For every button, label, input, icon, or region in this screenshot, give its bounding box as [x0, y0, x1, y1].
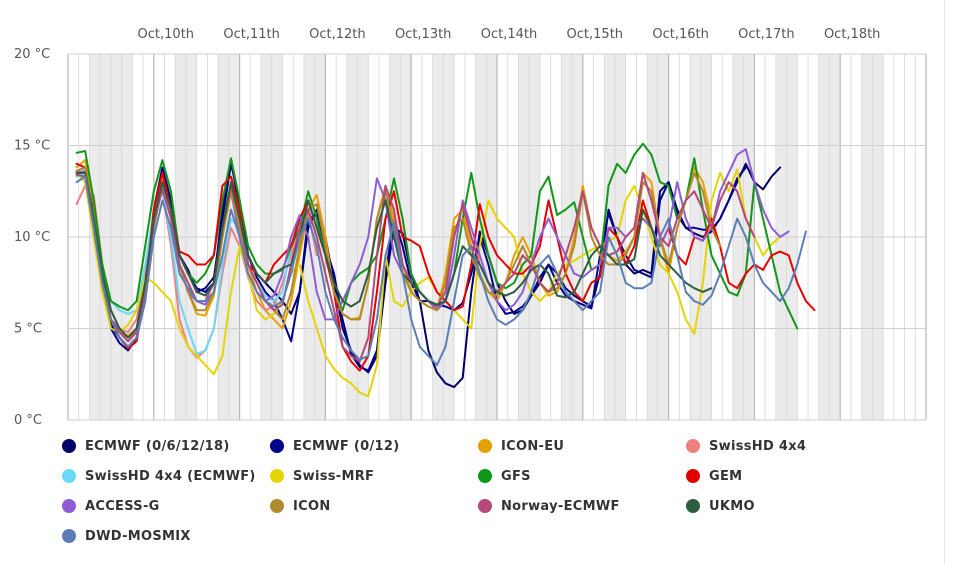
legend: ECMWF (0/6/12/18) ECMWF (0/12) ICON-EU Swis… [62, 436, 922, 546]
legend-label: ICON-EU [501, 438, 565, 454]
x-tick-label: Oct,11th [223, 27, 280, 42]
series-line [75, 171, 318, 356]
x-tick-label: Oct,14th [481, 27, 538, 42]
legend-swatch [62, 499, 76, 513]
legend-item[interactable]: DWD-MOSMIX [62, 526, 270, 546]
legend-swatch [686, 469, 700, 483]
legend-label: ECMWF (0/12) [293, 438, 400, 454]
legend-item[interactable]: GEM [686, 466, 894, 486]
x-tick-label: Oct,12th [309, 27, 366, 42]
y-tick-label: 10 °C [14, 230, 50, 245]
legend-label: GFS [501, 468, 531, 484]
y-tick-label: 5 °C [14, 322, 42, 337]
legend-item[interactable]: GFS [478, 466, 686, 486]
legend-item[interactable]: SwissHD 4x4 (ECMWF) [62, 466, 270, 486]
legend-item[interactable]: ECMWF (0/12) [270, 436, 478, 456]
legend-label: Swiss-MRF [293, 468, 375, 484]
y-axis-ticks: 20 °C 15 °C 10 °C 5 °C 0 °C [14, 47, 50, 428]
legend-label: GEM [709, 468, 743, 484]
x-axis-ticks: Oct,10th Oct,11th Oct,12th Oct,13th Oct,14th… [138, 27, 881, 42]
legend-swatch [686, 499, 700, 513]
legend-label: ECMWF (0/6/12/18) [85, 438, 230, 454]
legend-item[interactable]: ECMWF (0/6/12/18) [62, 436, 270, 456]
legend-swatch [270, 469, 284, 483]
y-tick-label: 15 °C [14, 139, 50, 154]
x-tick-label: Oct,10th [138, 27, 195, 42]
legend-swatch [478, 499, 492, 513]
legend-label: DWD-MOSMIX [85, 528, 191, 544]
legend-item[interactable]: SwissHD 4x4 [686, 436, 894, 456]
legend-label: ICON [293, 498, 331, 514]
x-tick-label: Oct,13th [395, 27, 452, 42]
legend-swatch [478, 469, 492, 483]
legend-swatch [62, 469, 76, 483]
legend-item[interactable]: ACCESS-G [62, 496, 270, 516]
horizontal-grid [68, 53, 926, 421]
legend-swatch [62, 529, 76, 543]
legend-item[interactable]: UKMO [686, 496, 894, 516]
legend-label: ACCESS-G [85, 498, 160, 514]
legend-item[interactable]: ICON-EU [478, 436, 686, 456]
panel-edge [944, 0, 945, 564]
legend-item[interactable]: ICON [270, 496, 478, 516]
x-tick-label: Oct,16th [652, 27, 709, 42]
legend-swatch [478, 439, 492, 453]
legend-swatch [686, 439, 700, 453]
x-tick-label: Oct,17th [738, 27, 795, 42]
x-tick-label: Oct,18th [824, 27, 881, 42]
legend-item[interactable]: Norway-ECMWF [478, 496, 686, 516]
y-tick-label: 20 °C [14, 47, 50, 62]
legend-swatch [270, 499, 284, 513]
x-tick-label: Oct,15th [567, 27, 624, 42]
series-line [75, 168, 782, 398]
series-lines [75, 142, 816, 398]
legend-label: SwissHD 4x4 [709, 438, 807, 454]
y-tick-label: 0 °C [14, 413, 42, 428]
legend-label: Norway-ECMWF [501, 498, 620, 514]
series-line [75, 175, 807, 367]
legend-label: SwissHD 4x4 (ECMWF) [85, 468, 256, 484]
legend-swatch [62, 439, 76, 453]
legend-label: UKMO [709, 498, 755, 514]
legend-swatch [270, 439, 284, 453]
legend-item[interactable]: Swiss-MRF [270, 466, 478, 486]
